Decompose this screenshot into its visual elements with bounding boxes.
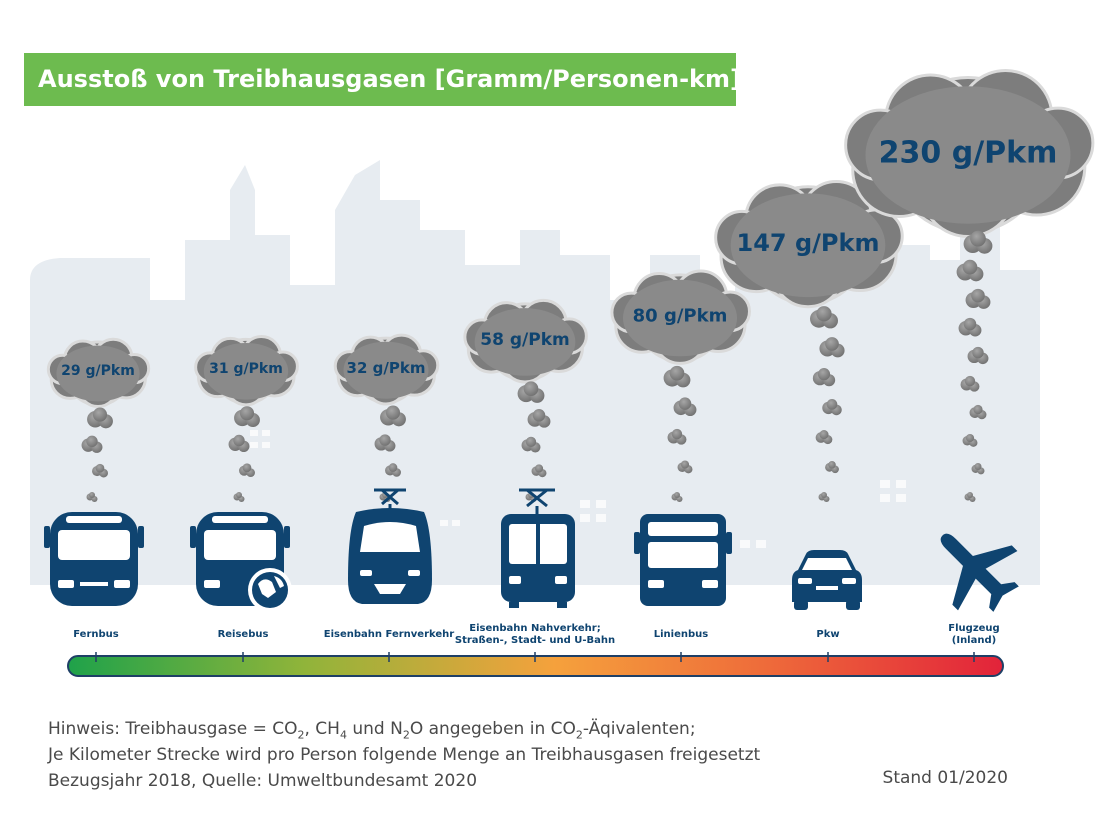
city-windows (250, 430, 906, 548)
emission-cloud-0 (46, 337, 151, 409)
smoke-trail-1 (228, 406, 260, 502)
emission-cloud-5 (714, 179, 904, 309)
emission-cloud-4 (610, 269, 751, 365)
cloud-value-label-0: 29 g/Pkm (61, 363, 135, 380)
footnote-line-3: Bezugsjahr 2018, Quelle: Umweltbundesamt… (48, 771, 478, 791)
mode-label-3: Eisenbahn Nahverkehr; Straßen-, Stadt- u… (454, 623, 616, 646)
mode-label-0: Fernbus (73, 629, 119, 640)
mode-label-5: Pkw (816, 629, 840, 640)
footnote-n2o: N (390, 719, 403, 739)
mode-label-4: Linienbus (653, 629, 709, 640)
smoke-trail-0 (81, 407, 113, 502)
smoke-trail-5 (810, 306, 845, 502)
intercity-train-icon (348, 488, 432, 604)
tour-bus-globe-icon (190, 512, 292, 612)
smoke-trail-4 (663, 365, 697, 502)
emission-cloud-3 (463, 298, 588, 384)
city-bus-icon (634, 514, 732, 606)
cloud-value-label-3: 58 g/Pkm (480, 329, 570, 350)
smoke-trail-2 (374, 405, 406, 502)
cloud-value-label-6: 230 g/Pkm (878, 135, 1058, 171)
footnote-hint-end: -Äqivalenten; (582, 719, 696, 739)
cloud-value-label-4: 80 g/Pkm (632, 305, 728, 327)
emission-cloud-6 (844, 69, 1095, 238)
footnote-ch: CH (315, 719, 340, 739)
footnote-line-1: Hinweis: Treibhausgase = CO2, CH4 und N2… (48, 719, 696, 742)
footnote-line-2: Je Kilometer Strecke wird pro Person fol… (48, 745, 761, 765)
smoke-trail-3 (517, 381, 551, 502)
tram-icon (501, 488, 575, 608)
emission-cloud-2 (333, 333, 440, 406)
airplane-icon (940, 533, 1019, 612)
footnote-hint-prefix: Hinweis: Treibhausgase = CO (48, 719, 298, 739)
car-icon (792, 550, 862, 610)
mode-label-2: Eisenbahn Fernverkehr (323, 629, 455, 640)
chart-title: Ausstoß von Treibhausgasen [Gramm/Person… (38, 65, 741, 93)
stand-date: Stand 01/2020 (882, 768, 1008, 788)
mode-label-6: Flugzeug (Inland) (948, 623, 1000, 646)
smoke-trail-6 (956, 230, 993, 502)
cloud-value-label-1: 31 g/Pkm (209, 361, 283, 378)
cloud-value-label-5: 147 g/Pkm (736, 229, 880, 258)
title-banner: Ausstoß von Treibhausgasen [Gramm/Person… (24, 53, 741, 106)
cloud-value-label-2: 32 g/Pkm (346, 359, 426, 378)
coach-bus-icon (44, 512, 144, 606)
footnote-hint-tail: O angegeben in CO (409, 719, 576, 739)
emission-cloud-1 (194, 335, 299, 407)
mode-label-1: Reisebus (217, 629, 269, 640)
